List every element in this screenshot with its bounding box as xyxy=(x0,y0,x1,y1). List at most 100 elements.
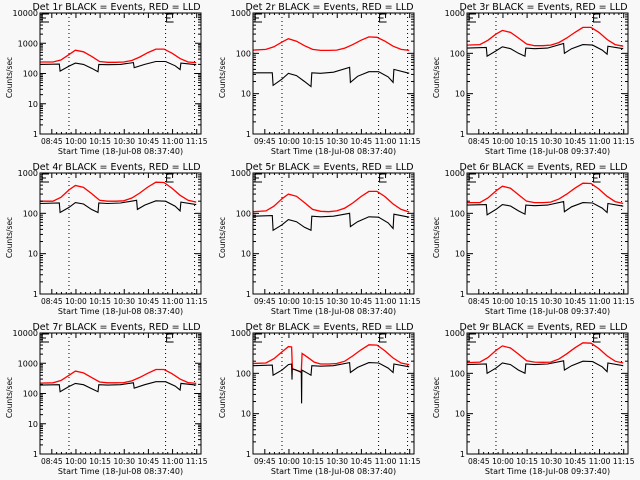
e-marker-icon xyxy=(468,333,476,343)
y-tick-label: 1 xyxy=(33,130,38,139)
x-tick-label: 10:00 xyxy=(278,137,300,146)
x-tick-label: 10:00 xyxy=(278,457,300,466)
y-tick-label: 10 xyxy=(28,420,38,429)
e-marker-icon xyxy=(166,333,174,343)
panel-title: Det 3r BLACK = Events, RED = LLD xyxy=(459,2,627,13)
events-series-line xyxy=(39,60,197,73)
events-series-line xyxy=(252,361,410,404)
panel-det-7: Det 7r BLACK = Events, RED = LLD 1 10 100 10… xyxy=(5,322,208,476)
x-tick-label: 11:15 xyxy=(613,457,635,466)
panel-title: Det 9r BLACK = Events, RED = LLD xyxy=(459,322,627,333)
lld-series-line xyxy=(466,342,624,364)
y-tick-label: 100 xyxy=(236,209,251,218)
y-tick-label: 10 xyxy=(28,250,38,259)
e-marker-icon xyxy=(254,173,262,183)
y-tick-label: 100 xyxy=(450,209,465,218)
x-tick-label: 09:45 xyxy=(254,297,276,306)
y-tick-label: 100 xyxy=(23,390,38,399)
y-axis-label: Counts/sec xyxy=(218,377,227,418)
y-tick-label: 1000 xyxy=(18,39,38,48)
events-series-line xyxy=(39,199,197,214)
x-tick-label: 09:45 xyxy=(254,137,276,146)
y-tick-label: 1 xyxy=(246,130,251,139)
y-axis-label: Counts/sec xyxy=(432,217,441,258)
plot-frame xyxy=(466,172,629,295)
y-axis-label: Counts/sec xyxy=(218,57,227,98)
x-tick-label: 10:45 xyxy=(138,137,160,146)
x-tick-label: 11:00 xyxy=(162,297,184,306)
y-tick-label: 1000 xyxy=(231,329,251,338)
e-marker-icon xyxy=(468,13,476,23)
x-tick-label: 10:15 xyxy=(89,457,111,466)
e-marker-icon xyxy=(41,333,49,343)
x-axis-label: Start Time (18-Jul-08 09:37:40) xyxy=(485,147,610,156)
x-tick-label: 10:15 xyxy=(302,457,324,466)
panel-det-5: Det 5r BLACK = Events, RED = LLD 1 10 100 10… xyxy=(218,162,421,316)
panel-det-8: Det 8r BLACK = Events, RED = LLD 1 10 100 10… xyxy=(218,322,421,476)
y-axis-label: Counts/sec xyxy=(432,57,441,98)
lld-series-line xyxy=(252,344,410,373)
lld-series-line xyxy=(39,368,197,385)
x-tick-label: 10:00 xyxy=(492,457,514,466)
panel-det-2: Det 2r BLACK = Events, RED = LLD 1 10 100 10… xyxy=(218,2,421,156)
x-axis-label: Start Time (18-Jul-08 08:37:40) xyxy=(271,307,396,316)
x-tick-label: 10:15 xyxy=(302,297,324,306)
x-axis-label: Start Time (18-Jul-08 09:37:40) xyxy=(485,467,610,476)
events-series-line xyxy=(466,42,624,58)
y-tick-label: 100 xyxy=(450,369,465,378)
events-series-line xyxy=(253,66,410,88)
x-tick-label: 10:30 xyxy=(326,297,348,306)
x-tick-label: 08:45 xyxy=(468,457,490,466)
x-tick-label: 10:30 xyxy=(326,137,348,146)
y-tick-label: 1000 xyxy=(445,329,465,338)
y-tick-label: 10 xyxy=(241,410,251,419)
e-marker-icon xyxy=(254,333,262,343)
x-tick-label: 11:15 xyxy=(613,137,635,146)
x-tick-label: 10:00 xyxy=(65,457,87,466)
y-tick-label: 1 xyxy=(33,290,38,299)
y-tick-label: 100 xyxy=(236,369,251,378)
x-tick-label: 10:45 xyxy=(565,457,587,466)
y-tick-label: 1000 xyxy=(445,9,465,18)
lld-series-line xyxy=(252,36,410,52)
y-tick-label: 10 xyxy=(241,90,251,99)
x-tick-label: 10:30 xyxy=(540,297,562,306)
lld-series-line xyxy=(466,26,624,47)
panel-title: Det 1r BLACK = Events, RED = LLD xyxy=(32,2,200,13)
y-tick-label: 1000 xyxy=(231,169,251,178)
lld-series-line xyxy=(40,48,197,64)
panel-det-4: Det 4r BLACK = Events, RED = LLD 1 10 100 10… xyxy=(5,162,208,316)
y-axis-label: Counts/sec xyxy=(5,57,14,98)
x-tick-label: 10:30 xyxy=(113,457,135,466)
x-tick-label: 10:15 xyxy=(516,137,538,146)
plot-frame xyxy=(252,332,415,455)
x-tick-label: 10:30 xyxy=(540,137,562,146)
x-tick-label: 11:15 xyxy=(613,297,635,306)
x-tick-label: 11:15 xyxy=(186,457,208,466)
y-tick-label: 1000 xyxy=(18,169,38,178)
e-marker-icon xyxy=(41,13,49,23)
e-marker-icon xyxy=(379,173,387,183)
e-marker-icon xyxy=(379,333,387,343)
x-axis-label: Start Time (18-Jul-08 08:37:40) xyxy=(58,307,183,316)
x-tick-label: 11:00 xyxy=(375,457,397,466)
y-tick-label: 1 xyxy=(460,130,465,139)
y-tick-label: 10000 xyxy=(13,9,38,18)
x-tick-label: 10:45 xyxy=(351,137,373,146)
y-tick-label: 100 xyxy=(450,49,465,58)
x-tick-label: 10:30 xyxy=(326,457,348,466)
x-tick-label: 11:15 xyxy=(399,297,421,306)
y-tick-label: 1000 xyxy=(445,169,465,178)
panel-title: Det 4r BLACK = Events, RED = LLD xyxy=(32,162,200,173)
x-tick-label: 10:30 xyxy=(113,137,135,146)
x-axis-label: Start Time (18-Jul-08 08:37:40) xyxy=(58,467,183,476)
e-marker-icon xyxy=(166,173,174,183)
lld-series-line xyxy=(467,182,624,205)
e-marker-icon xyxy=(41,173,49,183)
x-tick-label: 10:15 xyxy=(89,137,111,146)
events-series-line xyxy=(466,200,624,216)
e-marker-icon xyxy=(593,13,601,23)
e-marker-icon xyxy=(254,13,262,23)
plot-frame xyxy=(39,172,202,295)
